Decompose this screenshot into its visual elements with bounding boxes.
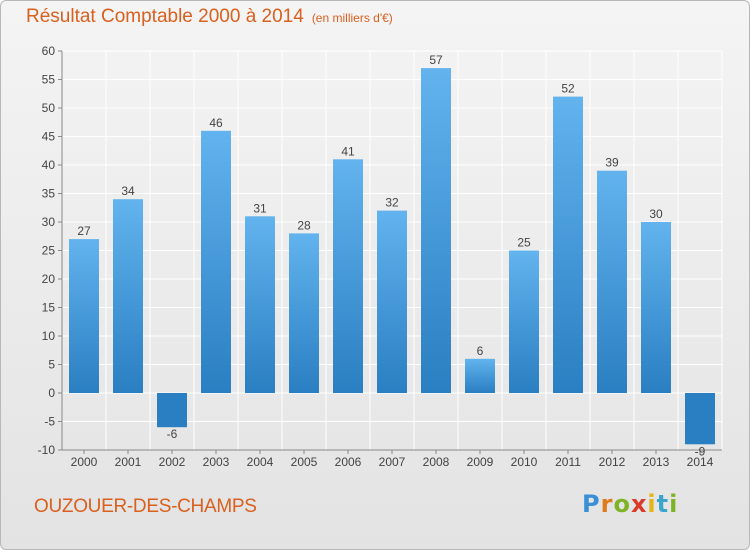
bar [333,159,363,393]
data-label: 30 [649,207,663,221]
chart-unit: (en milliers d'€) [311,11,393,25]
y-tick-label: 5 [48,358,55,372]
y-tick-label: 30 [42,215,56,229]
y-tick-label: 0 [48,386,55,400]
data-label: 25 [517,236,531,250]
chart-title: Résultat Comptable 2000 à 2014 (en millie… [26,6,393,28]
x-tick-label: 2005 [291,455,318,469]
y-tick-label: 40 [42,158,56,172]
y-tick-label: 55 [42,73,56,87]
data-label: -6 [167,427,178,441]
data-label: 28 [297,218,311,232]
proxiti-logo: Proxiti [582,490,678,518]
logo-letter: i [647,490,657,518]
bar [509,250,539,393]
data-label: -9 [695,444,706,458]
bar [289,233,319,393]
logo-letter: x [630,490,648,518]
bar [377,210,407,393]
logo-letter: t [656,490,670,518]
bar [157,393,187,428]
bar [421,68,451,393]
axes: -10 -5 0 5 10 15 20 25 30 35 40 45 50 55 60 2000 2001 200… [38,44,722,469]
x-tick-label: 2007 [379,455,406,469]
x-tick-label: 2002 [159,455,186,469]
logo-letter: i [669,490,679,518]
y-tick-label: 20 [42,272,56,286]
bars [69,68,715,445]
bar [597,170,627,393]
y-tick-label: -10 [38,443,56,457]
bar [685,393,715,445]
data-label: 41 [341,144,355,158]
bar [465,358,495,393]
data-label: 32 [385,196,399,210]
x-tick-label: 2006 [335,455,362,469]
chart-title-text: Résultat Comptable 2000 à 2014 [26,6,304,27]
y-tick-label: 35 [42,187,56,201]
y-tick-label: 50 [42,101,56,115]
y-tick-label: 60 [42,44,56,58]
data-label: 57 [429,53,443,67]
data-label: 31 [253,201,267,215]
bar [553,96,583,393]
x-tick-label: 2004 [247,455,274,469]
x-tick-label: 2003 [203,455,230,469]
logo-letter: P [582,490,601,518]
x-tick-label: 2013 [643,455,670,469]
data-label: 46 [209,116,223,130]
x-tick-label: 2014 [687,455,714,469]
y-tick-label: 45 [42,130,56,144]
bar [201,130,231,394]
data-labels: 27 34 -6 46 31 28 41 32 57 6 25 52 39 30 -9 [77,53,705,458]
x-tick-label: 2012 [599,455,626,469]
x-tick-label: 2009 [467,455,494,469]
y-tick-label: 10 [42,329,56,343]
x-tick-label: 2011 [555,455,581,469]
x-tick-label: 2000 [71,455,98,469]
data-label: 6 [477,344,484,358]
bar [245,216,275,393]
y-tick-label: 25 [42,244,56,258]
logo-letter: o [613,490,631,518]
data-label: 39 [605,156,619,170]
bar [641,222,671,393]
x-tick-label: 2010 [511,455,538,469]
bar [113,199,143,393]
x-tick-label: 2008 [423,455,450,469]
data-label: 34 [121,184,135,198]
data-label: 52 [561,82,575,96]
logo-letter: r [600,490,614,518]
bar [69,239,99,393]
y-tick-label: -5 [44,415,55,429]
x-tick-label: 2001 [115,455,142,469]
city-name: OUZOUER-DES-CHAMPS [34,496,257,517]
data-label: 27 [77,224,91,238]
y-tick-label: 15 [42,301,56,315]
